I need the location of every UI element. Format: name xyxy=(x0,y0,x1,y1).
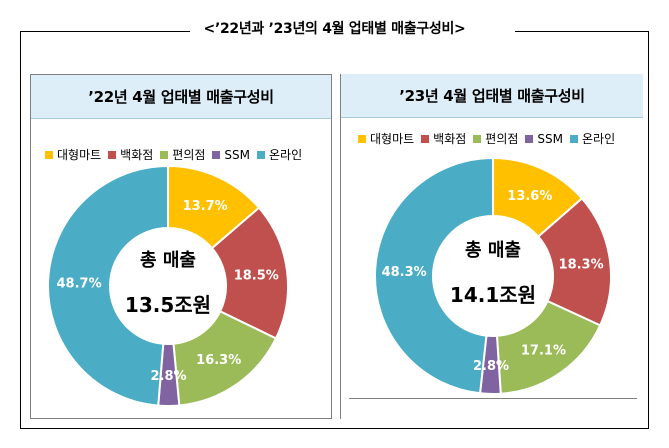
legend-item-ssm: SSM xyxy=(525,132,563,146)
slice-value-label: 13.7% xyxy=(183,199,228,214)
legend-label: SSM xyxy=(224,147,251,162)
legend-label: 대형마트 xyxy=(370,132,415,146)
center-label-total: 총 매출 xyxy=(465,240,521,261)
legend-label: 백화점 xyxy=(433,132,467,146)
chart-panel-2022: ’22년 4월 업태별 매출구성비 대형마트 백화점 편의점 SSM 온라인 xyxy=(30,74,332,419)
legend-swatch xyxy=(421,134,430,143)
slice-value-label: 2.8% xyxy=(151,369,187,384)
legend-label: 편의점 xyxy=(485,132,519,146)
panel-title-2023: ’23년 4월 업태별 매출구성비 xyxy=(341,74,643,118)
legend-label: 대형마트 xyxy=(57,148,102,162)
legend-swatch xyxy=(570,134,579,143)
legend-item-department-store: 백화점 xyxy=(421,130,466,147)
donut-slice-5 xyxy=(374,156,494,395)
center-label-total: 총 매출 xyxy=(140,250,196,271)
legend-item-convenience-store: 편의점 xyxy=(473,130,518,147)
slice-value-label: 18.5% xyxy=(234,269,279,284)
legend-swatch xyxy=(525,134,534,143)
legend-label: SSM xyxy=(537,131,564,146)
donut-chart-2022: 13.7% 18.5% 16.3% 2.8% 48.7% 총 매출 13.5조원 xyxy=(47,164,289,407)
legend-item-convenience-store: 편의점 xyxy=(160,146,205,163)
legend-label: 편의점 xyxy=(172,148,206,162)
slice-value-label: 13.6% xyxy=(507,189,552,204)
slice-value-label: 18.3% xyxy=(559,257,604,272)
donut-chart-2023: 13.6% 18.3% 17.1% 2.8% 48.3% 총 매출 14.1조원 xyxy=(374,156,612,395)
legend-label: 온라인 xyxy=(269,148,303,162)
legend-swatch xyxy=(358,134,366,143)
slice-value-label: 17.1% xyxy=(521,343,566,358)
legend-swatch xyxy=(257,150,266,159)
legend-item-hypermarket: 대형마트 xyxy=(358,130,414,147)
frame-right xyxy=(648,31,649,429)
slice-value-label: 48.3% xyxy=(382,265,427,280)
legend-label: 백화점 xyxy=(120,148,154,162)
figure-title: <’22년과 ’23년의 4월 업태별 매출구성비> xyxy=(203,21,466,37)
center-label-amount: 14.1조원 xyxy=(450,283,536,307)
panel-baseline xyxy=(349,398,637,399)
legend-item-department-store: 백화점 xyxy=(108,146,153,163)
legend-swatch xyxy=(160,150,169,159)
legend-swatch xyxy=(212,150,221,159)
slice-value-label: 48.7% xyxy=(57,276,102,291)
slice-value-label: 16.3% xyxy=(196,353,241,368)
legend-swatch xyxy=(108,150,117,159)
chart-panel-2023: ’23년 4월 업태별 매출구성비 대형마트 백화점 편의점 SSM 온라인 xyxy=(340,74,643,419)
legend-2023: 대형마트 백화점 편의점 SSM 온라인 xyxy=(358,130,622,147)
frame-left xyxy=(20,31,21,429)
legend-item-hypermarket: 대형마트 xyxy=(45,146,101,163)
slice-value-label: 2.8% xyxy=(473,359,509,374)
legend-item-online: 온라인 xyxy=(257,146,302,163)
frame-top-right xyxy=(515,31,649,32)
legend-item-ssm: SSM xyxy=(212,148,250,162)
frame-top-left xyxy=(20,31,190,32)
legend-swatch xyxy=(45,150,53,159)
donut-slice-5 xyxy=(47,164,169,407)
frame-bottom xyxy=(20,428,649,429)
legend-label: 온라인 xyxy=(582,132,616,146)
legend-swatch xyxy=(473,134,482,143)
center-label-amount: 13.5조원 xyxy=(125,293,211,317)
legend-2022: 대형마트 백화점 편의점 SSM 온라인 xyxy=(45,146,309,163)
donut-slice-2 xyxy=(210,206,289,340)
panel-title-2022: ’22년 4월 업태별 매출구성비 xyxy=(31,75,331,119)
legend-item-online: 온라인 xyxy=(570,130,615,147)
